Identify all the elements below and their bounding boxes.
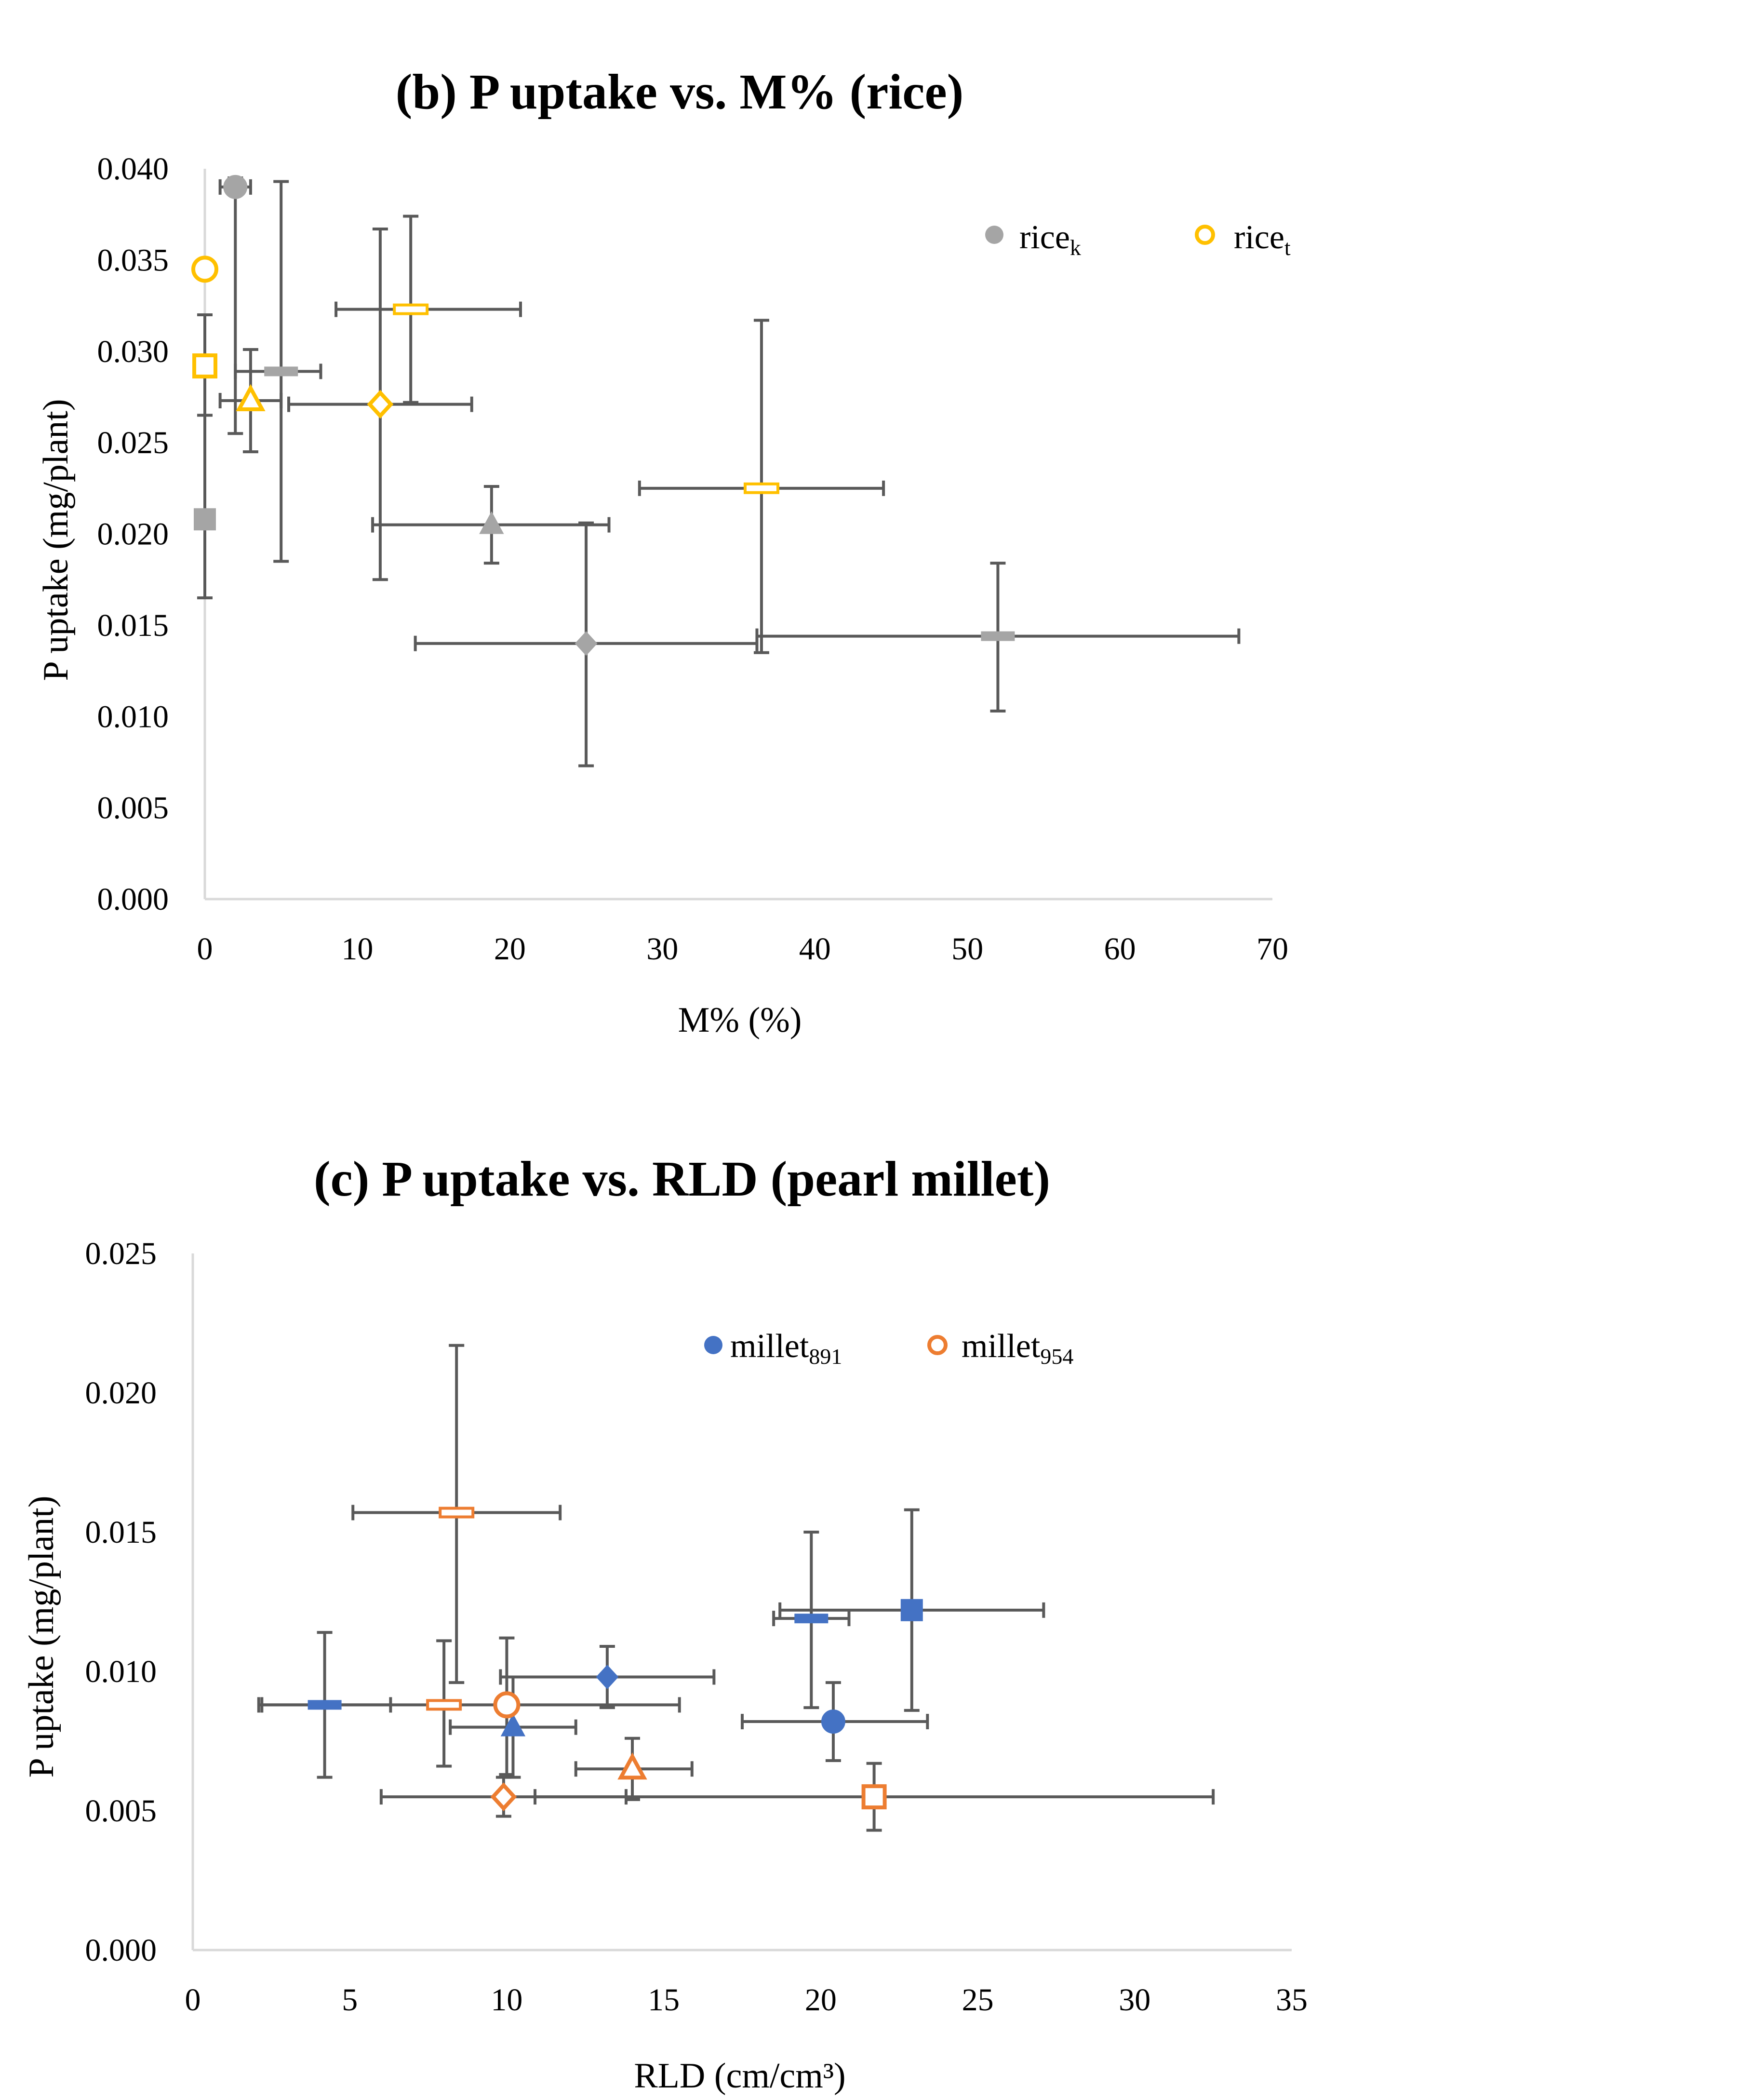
data-point-rice-t-dash-4 bbox=[393, 303, 429, 315]
x-tick-label: 25 bbox=[962, 1982, 994, 2018]
data-point-millet-954-dash-5 bbox=[426, 1699, 462, 1711]
chart-c-y-axis-label: P uptake (mg/plant) bbox=[22, 1495, 61, 1777]
y-tick-label: 0.020 bbox=[97, 517, 169, 552]
data-point-rice-t-dash-5 bbox=[743, 482, 779, 494]
data-point-millet-954-diamond-3 bbox=[490, 1782, 517, 1812]
y-tick-label: 0.015 bbox=[97, 608, 169, 643]
x-tick-label: 0 bbox=[185, 1982, 201, 2018]
data-point-millet-891-dash-4 bbox=[307, 1700, 342, 1710]
x-tick-label: 10 bbox=[341, 931, 373, 967]
x-tick-label: 20 bbox=[494, 931, 526, 967]
y-tick-label: 0.030 bbox=[97, 334, 169, 369]
data-point-millet-954-triangle-2 bbox=[617, 1752, 647, 1780]
x-tick-label: 30 bbox=[646, 931, 678, 967]
chart-c-x-axis-label: RLD (cm/cm³) bbox=[634, 2056, 845, 2096]
chart-b-legend: ricek ricet bbox=[985, 219, 1291, 260]
legend-label-millet-891: millet891 bbox=[730, 1328, 842, 1369]
data-point-rice-k-circle-0 bbox=[223, 175, 248, 199]
x-tick-label: 35 bbox=[1276, 1982, 1308, 2018]
data-point-rice-t-triangle-2 bbox=[236, 384, 266, 412]
data-point-millet-954-circle-0 bbox=[493, 1691, 521, 1719]
y-tick-label: 0.010 bbox=[85, 1654, 157, 1689]
chart-b: (b) P uptake vs. M% (rice) M% (%) P upta… bbox=[36, 64, 1291, 1040]
legend-label-millet-954: millet954 bbox=[962, 1328, 1073, 1369]
legend-marker-millet-891 bbox=[704, 1336, 722, 1354]
chart-c-title: (c) P uptake vs. RLD (pearl millet) bbox=[314, 1151, 1050, 1207]
data-point-rice-t-diamond-3 bbox=[367, 390, 394, 419]
data-point-millet-891-dash-5 bbox=[794, 1614, 829, 1624]
y-tick-label: 0.005 bbox=[97, 791, 169, 826]
legend-marker-rice-k bbox=[985, 226, 1003, 244]
data-point-millet-891-square-1 bbox=[900, 1599, 923, 1621]
x-tick-label: 5 bbox=[342, 1982, 358, 2018]
x-tick-label: 40 bbox=[799, 931, 831, 967]
data-point-rice-k-square-1 bbox=[194, 508, 216, 531]
chart-b-title: (b) P uptake vs. M% (rice) bbox=[396, 64, 963, 120]
legend-label-rice-k: ricek bbox=[1019, 219, 1081, 260]
y-tick-label: 0.000 bbox=[85, 1933, 157, 1968]
data-point-rice-k-dash-5 bbox=[981, 631, 1015, 641]
legend-marker-millet-954 bbox=[927, 1335, 948, 1355]
chart-c-legend: millet891 millet954 bbox=[704, 1328, 1073, 1369]
x-tick-label: 50 bbox=[951, 931, 983, 967]
data-point-millet-954-square-1 bbox=[861, 1784, 887, 1810]
y-tick-label: 0.005 bbox=[85, 1793, 157, 1829]
y-tick-label: 0.025 bbox=[85, 1236, 157, 1271]
legend-label-rice-t: ricet bbox=[1234, 219, 1291, 260]
x-tick-label: 60 bbox=[1104, 931, 1136, 967]
y-tick-label: 0.010 bbox=[97, 699, 169, 734]
legend-marker-rice-t bbox=[1195, 225, 1215, 245]
y-tick-label: 0.000 bbox=[97, 882, 169, 917]
x-tick-label: 0 bbox=[197, 931, 213, 967]
data-point-rice-k-diamond-3 bbox=[575, 631, 598, 656]
x-tick-label: 15 bbox=[648, 1982, 680, 2018]
x-tick-label: 10 bbox=[491, 1982, 522, 2018]
data-point-rice-k-dash-4 bbox=[264, 366, 298, 377]
data-point-millet-891-diamond-3 bbox=[596, 1665, 619, 1690]
data-point-rice-t-circle-0 bbox=[191, 256, 218, 283]
x-tick-label: 20 bbox=[805, 1982, 837, 2018]
data-point-millet-954-dash-4 bbox=[439, 1507, 475, 1519]
y-tick-label: 0.035 bbox=[97, 242, 169, 278]
x-tick-label: 70 bbox=[1256, 931, 1288, 967]
y-tick-label: 0.025 bbox=[97, 425, 169, 460]
chart-b-y-axis-label: P uptake (mg/plant) bbox=[36, 399, 76, 681]
data-point-millet-891-circle-0 bbox=[821, 1710, 845, 1734]
chart-b-x-axis-label: M% (%) bbox=[678, 1000, 802, 1040]
y-tick-label: 0.040 bbox=[97, 151, 169, 187]
x-tick-label: 30 bbox=[1119, 1982, 1150, 2018]
data-point-rice-t-square-1 bbox=[192, 353, 217, 379]
y-tick-label: 0.015 bbox=[85, 1515, 157, 1550]
data-point-millet-891-triangle-2 bbox=[500, 1713, 526, 1737]
data-point-rice-k-triangle-2 bbox=[479, 511, 504, 534]
chart-c: (c) P uptake vs. RLD (pearl millet) RLD … bbox=[22, 1151, 1308, 2096]
y-tick-label: 0.020 bbox=[85, 1375, 157, 1411]
